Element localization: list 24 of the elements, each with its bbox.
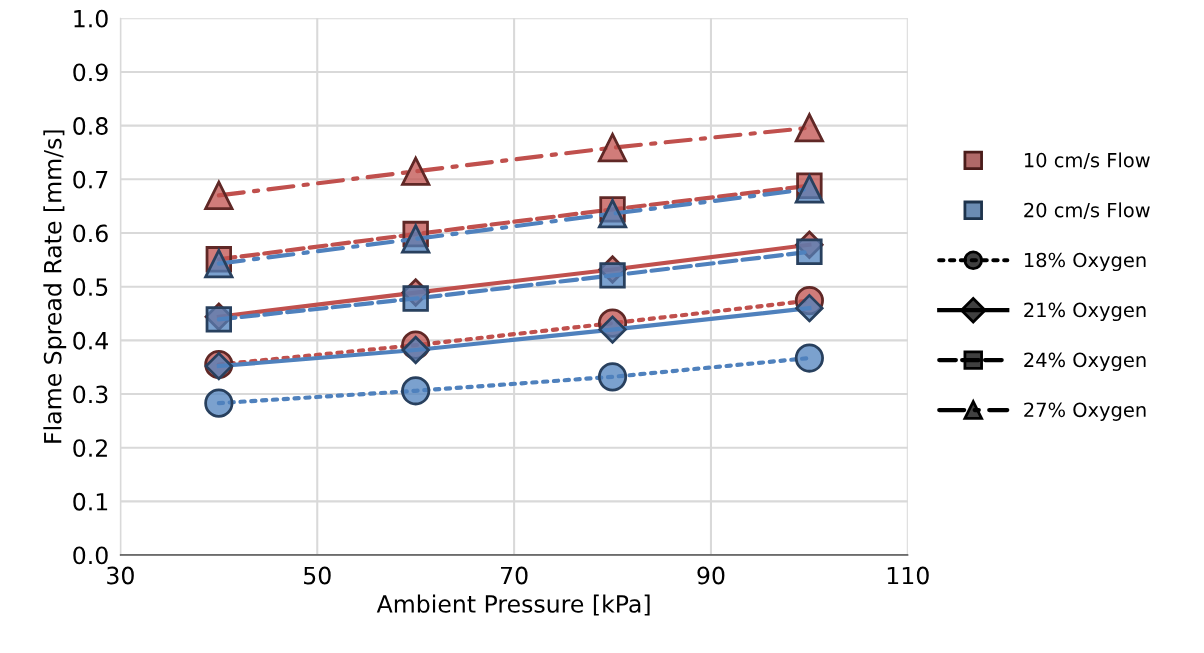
- legend-label: 27% Oxygen: [1024, 402, 1146, 421]
- y-tick-label: 0.7: [73, 170, 108, 189]
- y-tick-label: 0.0: [73, 546, 108, 565]
- y-tick-label: 1.0: [74, 9, 108, 28]
- x-tick-label: 90: [697, 566, 725, 585]
- y-tick-label: 0.6: [73, 224, 108, 243]
- x-tick-label: 70: [501, 566, 528, 585]
- legend-label: 18% Oxygen: [1024, 252, 1146, 272]
- y-tick-label: 0.4: [73, 331, 108, 350]
- y-tick-label: 0.9: [73, 63, 108, 82]
- x-tick-label: 30: [107, 566, 134, 585]
- x-tick-label: 110: [887, 566, 929, 585]
- legend-label: 21% Oxygen: [1024, 302, 1146, 322]
- legend-label: 20 cm/s Flow: [1024, 202, 1150, 219]
- legend-label: 24% Oxygen: [1024, 352, 1146, 371]
- y-tick-label: 0.8: [73, 117, 108, 135]
- y-tick-label: 0.1: [73, 492, 108, 511]
- y-tick-label: 0.2: [73, 439, 107, 457]
- y-axis-title: Flame Spread Rate [mm/s]: [43, 130, 67, 443]
- x-axis-title: Ambient Pressure [kPa]: [376, 594, 650, 616]
- legend-label: 10 cm/s Flow: [1024, 152, 1150, 170]
- y-tick-label: 0.3: [73, 385, 108, 404]
- x-tick-label: 50: [304, 566, 331, 585]
- y-tick-label: 0.5: [73, 278, 108, 296]
